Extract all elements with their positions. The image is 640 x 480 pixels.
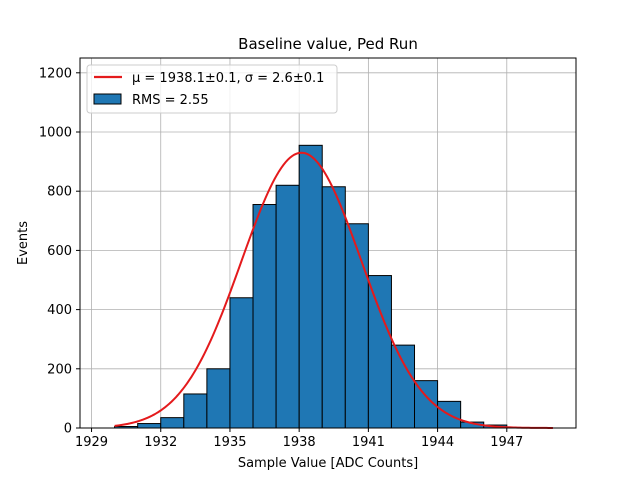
y-tick-label: 1000	[39, 126, 72, 141]
histogram-bar	[252, 204, 277, 429]
x-tick-label: 1935	[213, 435, 246, 450]
histogram-bar	[344, 223, 369, 429]
y-tick-label: 200	[47, 362, 72, 377]
histogram-bar	[298, 144, 323, 429]
x-tick-label: 1944	[421, 435, 454, 450]
legend-box	[86, 64, 338, 114]
x-axis-label: Sample Value [ADC Counts]	[238, 456, 418, 471]
legend-hist-label: RMS = 2.55	[132, 93, 209, 108]
y-tick-label: 600	[47, 244, 72, 259]
histogram-bar	[137, 423, 162, 429]
gaussian-fit-curve	[114, 151, 553, 429]
histogram-bar	[367, 275, 392, 429]
y-tick-label: 800	[47, 185, 72, 200]
y-tick-label: 0	[64, 422, 72, 437]
legend-hist-swatch	[93, 93, 122, 105]
histogram-bar	[160, 417, 185, 429]
x-tick-label: 1941	[352, 435, 385, 450]
legend: μ = 1938.1±0.1, σ = 2.6±0.1 RMS = 2.55	[86, 64, 338, 114]
x-tick-label: 1938	[283, 435, 316, 450]
x-axis-ticks: 1929 1932 1935 1938 1941 1944 1947	[75, 428, 523, 450]
y-axis-ticks: 0 200 400 600 800 1000 1200	[39, 66, 80, 437]
histogram-bar	[321, 186, 346, 429]
legend-fit-label: μ = 1938.1±0.1, σ = 2.6±0.1	[132, 71, 324, 86]
y-axis-label: Events	[16, 221, 31, 265]
x-tick-label: 1947	[490, 435, 523, 450]
histogram-bar	[229, 297, 254, 429]
histogram-bar	[390, 344, 416, 429]
plot-frame	[79, 57, 577, 429]
chart-title: Baseline value, Ped Run	[238, 35, 418, 53]
x-tick-label: 1932	[144, 435, 177, 450]
x-tick-label: 1929	[75, 435, 108, 450]
histogram-bar	[275, 184, 300, 429]
histogram-bar	[206, 368, 231, 429]
histogram-bars	[114, 144, 508, 429]
histogram-bar	[183, 393, 208, 429]
y-tick-label: 400	[47, 303, 72, 318]
y-tick-label: 1200	[39, 66, 72, 81]
